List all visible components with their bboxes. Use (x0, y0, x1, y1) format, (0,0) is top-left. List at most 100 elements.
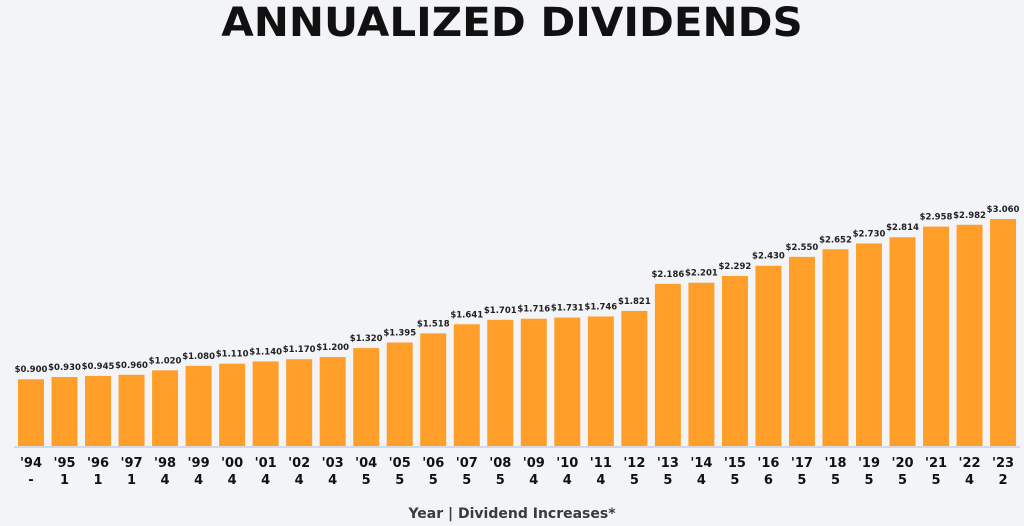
bar (822, 249, 849, 446)
bar (18, 379, 44, 446)
data-label: $2.652 (819, 235, 852, 245)
x-tick-label: '16 (757, 456, 779, 471)
increase-count-label: 5 (932, 473, 941, 488)
bar (487, 319, 514, 446)
increase-count-label: - (28, 473, 33, 488)
data-label: $2.201 (685, 269, 718, 279)
x-tick-label: '01 (255, 456, 277, 471)
data-label: $1.320 (350, 334, 383, 344)
bar (587, 316, 614, 446)
x-tick-label: '21 (925, 456, 947, 471)
data-label: $2.958 (920, 213, 953, 223)
bar (353, 348, 380, 446)
increase-count-label: 4 (228, 473, 237, 488)
x-tick-label: '97 (121, 456, 143, 471)
bar (889, 237, 916, 446)
data-label: $1.170 (283, 345, 316, 355)
bar (420, 333, 447, 446)
bar (688, 282, 715, 446)
chart-title: ANNUALIZED DIVIDENDS (221, 0, 803, 46)
data-label: $1.641 (450, 310, 483, 320)
increase-count-label: 5 (429, 473, 438, 488)
data-label: $0.945 (82, 362, 115, 372)
x-axis-label: Year | Dividend Increases* (408, 506, 616, 522)
data-label: $1.716 (517, 305, 550, 315)
increase-count-label: 4 (161, 473, 170, 488)
bar (453, 324, 480, 446)
increase-count-label: 5 (831, 473, 840, 488)
bar (923, 226, 950, 446)
bar (85, 375, 112, 446)
increase-count-label: 5 (797, 473, 806, 488)
x-tick-label: '96 (87, 456, 109, 471)
x-tick-label: '12 (623, 456, 645, 471)
x-tick-label: '95 (53, 456, 75, 471)
bar (721, 275, 748, 446)
increase-count-label: 1 (60, 473, 69, 488)
x-tick-label: '13 (657, 456, 679, 471)
bar (219, 363, 246, 446)
increase-count-label: 5 (362, 473, 371, 488)
increase-count-label: 1 (94, 473, 103, 488)
data-label: $0.900 (15, 365, 48, 375)
data-label: $2.730 (853, 229, 886, 239)
data-label: $1.080 (182, 352, 215, 362)
data-label: $2.292 (719, 262, 752, 272)
increase-count-label: 4 (563, 473, 572, 488)
data-label: $1.731 (551, 304, 584, 314)
increase-count-label: 4 (328, 473, 337, 488)
increase-count-label: 5 (663, 473, 672, 488)
x-tick-label: '14 (690, 456, 712, 471)
data-label: $2.550 (786, 243, 819, 253)
x-tick-label: '23 (992, 456, 1014, 471)
x-tick-label: '08 (489, 456, 511, 471)
increase-count-label: 5 (630, 473, 639, 488)
increase-count-label: 1 (127, 473, 136, 488)
x-tick-label: '05 (389, 456, 411, 471)
increase-count-label: 5 (730, 473, 739, 488)
x-tick-label: '19 (858, 456, 880, 471)
data-label: $2.430 (752, 252, 785, 262)
x-tick-label: '07 (456, 456, 478, 471)
increase-count-label: 5 (462, 473, 471, 488)
increase-count-label: 5 (496, 473, 505, 488)
increase-count-label: 4 (965, 473, 974, 488)
bar (554, 317, 581, 446)
increase-count-label: 5 (395, 473, 404, 488)
data-label: $2.814 (886, 223, 919, 233)
bar (386, 342, 413, 446)
bar (319, 356, 346, 446)
data-label: $0.960 (115, 361, 148, 371)
increase-count-label: 6 (764, 473, 773, 488)
bar (956, 224, 983, 446)
increase-count-label: 5 (864, 473, 873, 488)
x-tick-label: '04 (355, 456, 377, 471)
increase-count-label: 5 (898, 473, 907, 488)
x-tick-label: '15 (724, 456, 746, 471)
x-tick-label: '99 (188, 456, 210, 471)
increase-count-label: 4 (697, 473, 706, 488)
data-label: $1.110 (216, 350, 249, 360)
data-label: $1.020 (149, 356, 182, 366)
bar (152, 370, 179, 446)
data-label: $1.518 (417, 319, 450, 329)
data-label: $3.060 (987, 205, 1020, 215)
increase-count-label: 4 (194, 473, 203, 488)
bar (286, 359, 313, 446)
bar (51, 377, 78, 446)
x-tick-label: '20 (891, 456, 913, 471)
increase-count-label: 4 (261, 473, 270, 488)
bar (990, 219, 1017, 446)
bar (621, 310, 648, 446)
x-tick-label: '09 (523, 456, 545, 471)
increase-count-label: 4 (295, 473, 304, 488)
bar (118, 374, 145, 446)
increase-count-label: 4 (529, 473, 538, 488)
x-tick-label: '00 (221, 456, 243, 471)
x-tick-label: '17 (791, 456, 813, 471)
data-label: $1.821 (618, 297, 651, 307)
bar (520, 318, 547, 446)
data-label: $1.701 (484, 306, 517, 316)
data-label: $1.395 (383, 329, 416, 339)
x-tick-label: '11 (590, 456, 612, 471)
